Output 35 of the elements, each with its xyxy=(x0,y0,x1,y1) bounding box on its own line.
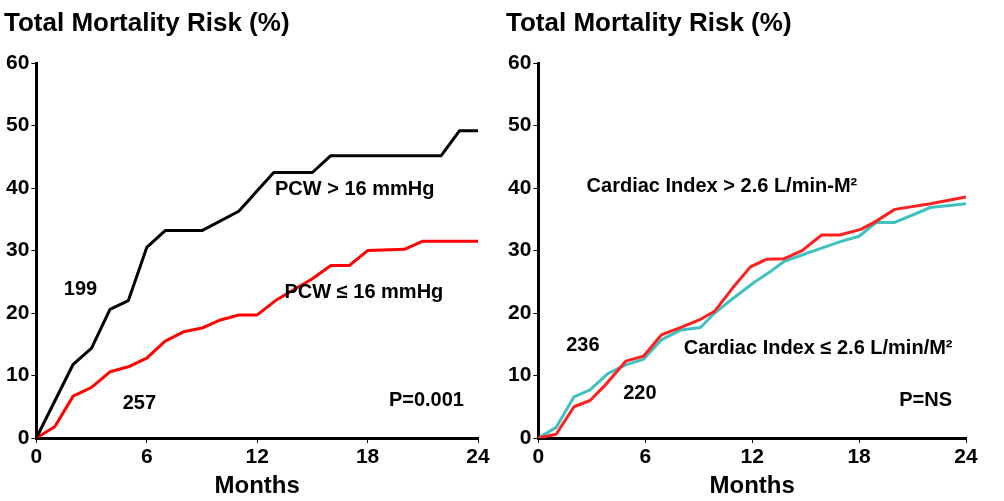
x-tick-label: 18 xyxy=(355,444,380,468)
x-tick-label: 24 xyxy=(466,444,490,468)
y-tick-label: 10 xyxy=(6,362,30,386)
annotation: 236 xyxy=(566,332,600,355)
y-tick-label: 30 xyxy=(6,237,30,261)
series-label: PCW > 16 mmHg xyxy=(274,177,435,200)
x-axis-title: Months xyxy=(214,471,300,499)
x-tick-label: 18 xyxy=(847,444,872,468)
y-tick-label: 40 xyxy=(508,174,532,198)
annotation: P=0.001 xyxy=(388,387,464,410)
y-tick-label: 0 xyxy=(519,424,532,448)
x-tick-label: 24 xyxy=(954,444,978,468)
chart-title: Total Mortality Risk (%) xyxy=(4,6,290,37)
y-tick-label: 30 xyxy=(508,237,532,261)
y-tick-label: 10 xyxy=(508,362,532,386)
x-tick-label: 6 xyxy=(639,444,652,468)
series-label: Cardiac Index ≤ 2.6 L/min/M² xyxy=(683,336,953,359)
y-tick-label: 20 xyxy=(6,299,30,323)
x-tick-label: 6 xyxy=(140,444,153,468)
y-tick-label: 50 xyxy=(508,112,532,136)
chart-title: Total Mortality Risk (%) xyxy=(506,6,792,37)
y-tick-label: 40 xyxy=(6,174,30,198)
x-tick-label: 12 xyxy=(245,444,269,468)
y-tick-label: 20 xyxy=(508,299,532,323)
x-axis-title: Months xyxy=(709,471,795,499)
series-label: Cardiac Index > 2.6 L/min-M² xyxy=(586,173,858,196)
y-tick-label: 0 xyxy=(17,424,30,448)
y-tick-label: 60 xyxy=(6,50,30,73)
annotation: 220 xyxy=(623,381,657,404)
annotation: 257 xyxy=(122,391,157,414)
annotation: 199 xyxy=(63,276,98,299)
y-tick-label: 60 xyxy=(508,50,532,73)
y-tick-label: 50 xyxy=(6,112,30,136)
annotation: P=NS xyxy=(899,387,952,410)
x-tick-label: 12 xyxy=(740,444,764,468)
